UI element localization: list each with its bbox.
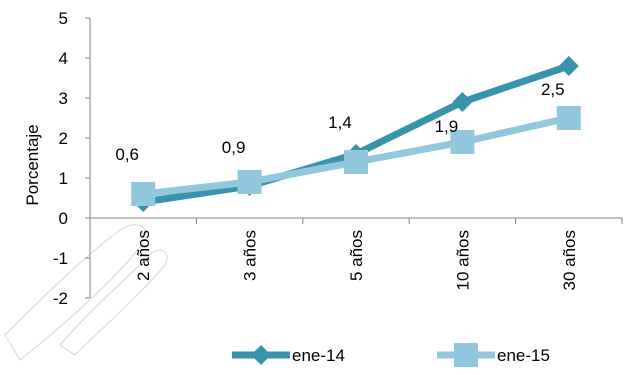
- y-tick-label: 3: [59, 89, 68, 108]
- data-point-square: [344, 150, 368, 174]
- data-point-diamond: [251, 345, 271, 365]
- x-tick-label: 30 años: [560, 230, 579, 291]
- axes: [89, 18, 622, 298]
- y-tick-label: 1: [59, 169, 68, 188]
- data-point-diamond: [452, 92, 473, 112]
- y-tick-label: 4: [59, 49, 68, 68]
- series-layer: [131, 56, 581, 212]
- data-label: 2,5: [541, 80, 565, 99]
- watermark: [4, 224, 168, 361]
- data-point-diamond: [558, 56, 579, 76]
- legend-label: ene-14: [292, 346, 345, 365]
- y-tick-label: -2: [53, 289, 68, 308]
- legend-item-ene-15: ene-15: [437, 343, 550, 367]
- y-tick-label: -1: [53, 249, 68, 268]
- data-label: 0,9: [222, 138, 246, 157]
- data-label: 0,6: [115, 145, 139, 164]
- y-tick-label: 0: [59, 209, 68, 228]
- data-point-square: [454, 343, 478, 367]
- legend-label: ene-15: [497, 346, 550, 365]
- x-tick-label: 3 años: [241, 230, 260, 281]
- x-tick-label: 2 años: [134, 230, 153, 281]
- data-point-square: [450, 130, 475, 154]
- data-labels: 0,6 0,9 1,4 1,9 2,5: [115, 80, 564, 164]
- x-ticks: 2 años 3 años 5 años 10 años 30 años: [89, 218, 623, 291]
- y-axis-title: Porcentaje: [23, 124, 42, 205]
- x-tick-label: 5 años: [347, 230, 366, 281]
- data-label: 1,9: [435, 117, 459, 136]
- data-label: 1,4: [328, 113, 352, 132]
- legend-item-ene-14: ene-14: [232, 345, 345, 365]
- data-point-square: [556, 106, 581, 130]
- y-tick-label: 5: [59, 9, 68, 28]
- data-point-square: [237, 170, 262, 194]
- x-tick-label: 10 años: [453, 230, 472, 291]
- y-tick-label: 2: [59, 129, 68, 148]
- data-point-square: [131, 182, 156, 206]
- y-ticks: -2 -1 0 1 2 3 4 5: [53, 9, 90, 308]
- series-ene-15: [131, 106, 581, 206]
- legend: ene-14 ene-15: [232, 343, 550, 367]
